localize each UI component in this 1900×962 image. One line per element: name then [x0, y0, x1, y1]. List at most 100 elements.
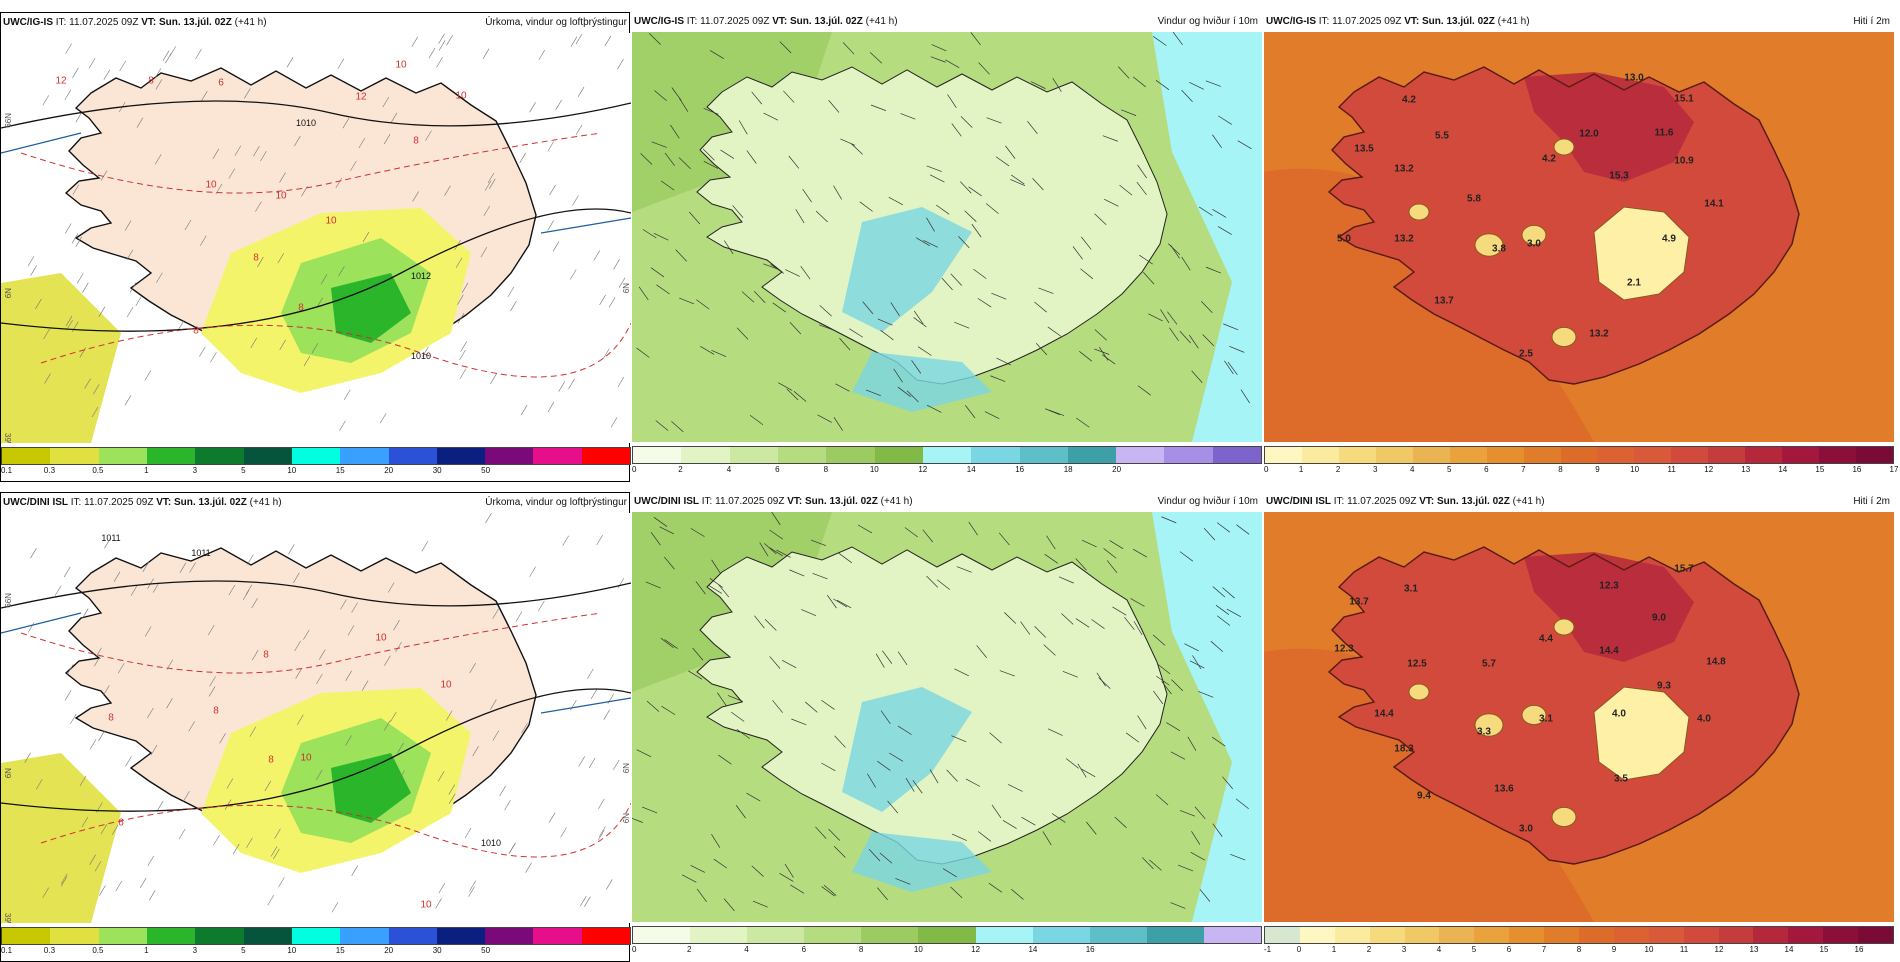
temperature-value-label: 18.3 — [1394, 743, 1414, 755]
wind-arrow — [923, 239, 938, 248]
wind-arrow — [1091, 619, 1105, 629]
wind-arrow — [1212, 208, 1227, 218]
isobar-label: 1011 — [101, 533, 121, 543]
wind-arrow — [897, 725, 912, 735]
colorbar-swatch — [146, 928, 196, 944]
grid-label: N9 — [621, 813, 630, 824]
wind-arrow — [935, 204, 950, 215]
temperature-value-label: 3.3 — [1477, 726, 1491, 738]
boundary-line — [1, 132, 82, 154]
wind-barb — [152, 582, 160, 593]
wind-arrow — [1094, 329, 1107, 341]
wind-arrow — [660, 637, 674, 649]
colorbar: 0.1 0.3 0.5 1 3 5 10 15 20 30 50 — [1, 927, 631, 957]
wind-barb — [98, 306, 106, 317]
temperature-value-label: 15.1 — [1674, 93, 1694, 105]
colorbar-swatch — [918, 927, 976, 943]
wind-barb — [82, 282, 89, 293]
temperature-value-label: 13.2 — [1394, 233, 1414, 245]
colorbar-swatch — [1116, 447, 1165, 463]
wind-arrow — [646, 700, 660, 712]
wind-barb — [361, 680, 369, 691]
temp-map-panel-dini: UWC/DINI ISL IT: 11.07.2025 09Z VT: Sun.… — [1264, 492, 1894, 962]
wind-barb — [144, 626, 152, 637]
wind-arrow — [815, 826, 827, 839]
colorbar-tick-label: 20 — [384, 946, 394, 955]
wind-arrow — [1103, 548, 1117, 559]
colorbar-tick-label: 5 — [241, 466, 246, 475]
wind-arrow — [1227, 361, 1238, 375]
wind-barb — [568, 378, 575, 389]
colorbar-swatch — [1819, 447, 1856, 463]
colorbar-swatch — [340, 448, 389, 464]
wind-arrow — [1102, 135, 1118, 142]
colorbar-cells — [1, 447, 631, 465]
wind-barb — [617, 59, 624, 70]
wind-barb — [278, 877, 285, 888]
wind-arrow — [977, 298, 992, 308]
colorbar-swatch — [533, 928, 582, 944]
wind-barb — [339, 420, 346, 432]
isotherm-label: 12 — [355, 91, 367, 103]
wind-barb — [60, 876, 68, 887]
colorbar-ticks: 0.1 0.3 0.5 1 3 5 10 15 20 30 50 — [1, 946, 631, 957]
wind-barb — [89, 854, 96, 865]
wind-arrow — [1237, 140, 1252, 150]
wind-arrow — [1094, 213, 1107, 225]
colorbar-tick-label: 3 — [192, 466, 198, 475]
wind-barb — [613, 759, 620, 771]
wind-arrow — [1044, 553, 1058, 564]
colorbar-swatch — [1560, 447, 1598, 463]
temp-map-panel-igis: UWC/IG-IS IT: 11.07.2025 09Z VT: Sun. 13… — [1264, 12, 1898, 482]
valid-time: Sun. 13.júl. 02Z — [1422, 16, 1495, 27]
temperature-value-label: 13.7 — [1349, 596, 1369, 608]
wind-arrow — [1179, 810, 1196, 817]
colorbar-swatch — [50, 448, 99, 464]
map-area: 10 8 10 8 8 10 6 8 10 1011 1011 1010 N99 N9 39W N9 N9 — [1, 513, 631, 923]
wind-barb — [91, 406, 99, 418]
it-label: IT: — [70, 497, 82, 508]
wind-arrow — [1010, 174, 1025, 185]
wind-barb — [208, 686, 216, 697]
colorbar-tick-label: 0.5 — [92, 946, 104, 955]
run-info: UWC/DINI ISL IT: 11.07.2025 09Z VT: Sun.… — [634, 496, 913, 507]
wind-arrow — [1132, 548, 1148, 558]
wind-barb — [88, 58, 96, 69]
wind-arrow — [946, 769, 958, 782]
wind-arrow — [1047, 728, 1063, 736]
cold-spot — [1521, 704, 1547, 726]
gust-zone — [852, 352, 992, 412]
wind-arrow — [790, 884, 805, 894]
run-info: UWC/IG-IS IT: 11.07.2025 09Z VT: Sun. 13… — [3, 17, 267, 28]
wind-barb — [135, 295, 143, 307]
temperature-value-label: 4.0 — [1697, 713, 1711, 725]
run-info: UWC/IG-IS IT: 11.07.2025 09Z VT: Sun. 13… — [1266, 16, 1530, 27]
wind-barb — [72, 67, 79, 78]
wind-arrow — [1021, 816, 1036, 826]
wind-arrow — [1096, 672, 1106, 687]
colorbar-tick-label: 15 — [335, 466, 345, 475]
wind-barb — [104, 538, 111, 549]
colorbar-swatch — [485, 448, 534, 464]
isotherm-label: 8 — [253, 252, 259, 264]
wind-arrow — [973, 268, 987, 279]
isotherm — [20, 132, 602, 194]
wind-arrow — [681, 874, 697, 883]
wind-barb — [425, 130, 432, 141]
wind-arrow — [690, 528, 705, 537]
wind-arrow — [833, 598, 848, 608]
wind-arrow — [1047, 326, 1062, 337]
wind-barb — [580, 895, 587, 907]
wind-arrow — [1035, 342, 1048, 356]
wind-arrow — [636, 347, 650, 358]
colorbar-swatch — [1067, 447, 1117, 463]
valid-time: Sun. 13.júl. 02Z — [805, 496, 878, 507]
wind-arrow — [877, 887, 888, 901]
wind-barb — [603, 348, 610, 359]
wind-barb — [587, 668, 594, 680]
wind-arrow — [795, 209, 805, 224]
vt-label: VT: — [1419, 496, 1435, 507]
wind-arrow — [1133, 621, 1143, 636]
colorbar-swatch — [1439, 927, 1475, 943]
wind-arrow — [956, 566, 972, 573]
